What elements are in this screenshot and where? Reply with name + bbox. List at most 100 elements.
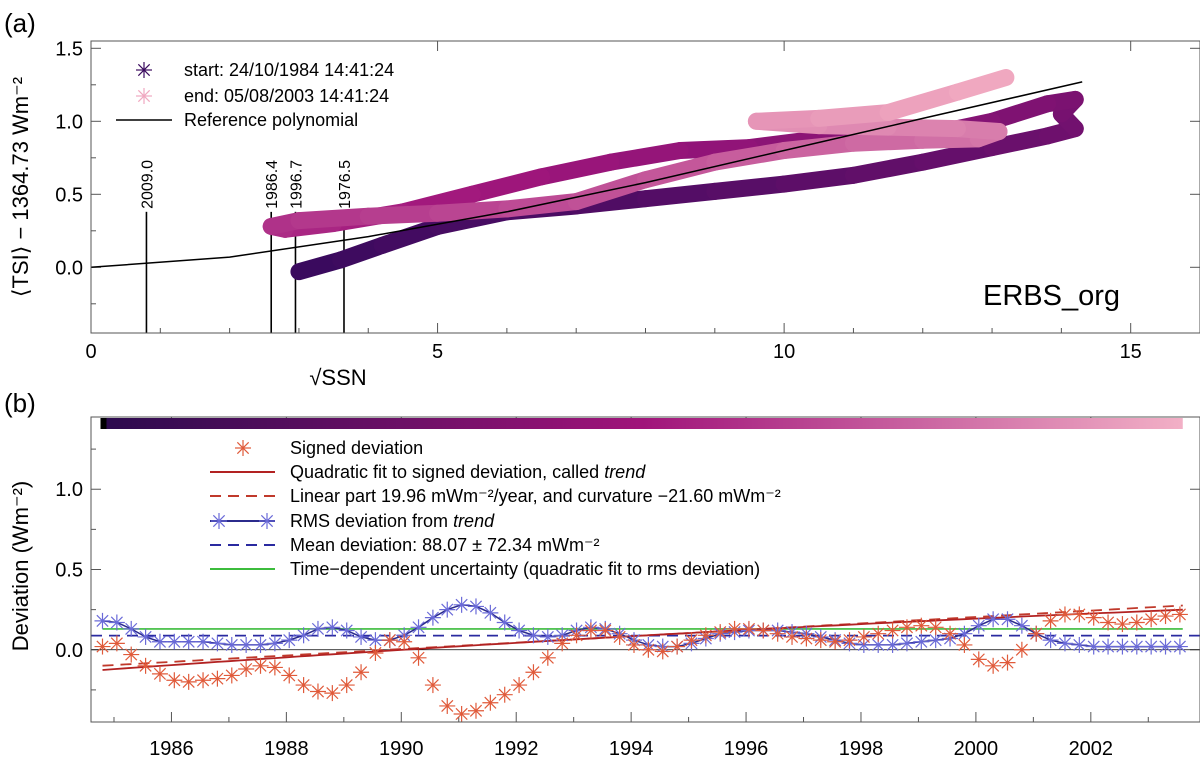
rms-deviation-point-stroke	[972, 619, 985, 632]
panel-b-y-tick-label: 0.5	[55, 560, 83, 582]
legend-trend-italic: trend	[604, 462, 646, 482]
rms-deviation-point	[1157, 638, 1174, 655]
signed-deviation-point	[798, 630, 815, 647]
rms-deviation-point-stroke	[900, 637, 914, 650]
signed-deviation-point	[626, 636, 643, 653]
legend-end-label: end: 05/08/2003 14:41:24	[184, 86, 389, 106]
signed-deviation-point-stroke	[196, 674, 210, 687]
rms-deviation-point-stroke	[1145, 640, 1158, 653]
signed-deviation-point-stroke	[900, 621, 914, 634]
trajectory-segment	[706, 175, 793, 200]
panel-b-x-tick-label: 1994	[609, 738, 654, 760]
panel-a-x-tick-label: 0	[85, 341, 96, 363]
signed-deviation-point-stroke	[469, 704, 483, 717]
signed-deviation-point	[726, 620, 743, 637]
signed-deviation-point	[985, 657, 1002, 674]
signed-deviation-point	[582, 622, 599, 639]
legend-trend-label: Quadratic fit to signed deviation, calle…	[290, 462, 646, 482]
signed-deviation-point-stroke	[987, 659, 1000, 672]
signed-deviation-point-stroke	[627, 638, 641, 652]
rms-deviation-point-stroke	[254, 638, 267, 652]
rms-deviation-point-stroke	[153, 635, 167, 648]
panel-b-x-tick-label: 1988	[264, 738, 309, 760]
signed-deviation-point	[554, 635, 571, 652]
panel-b-x-tick-label: 2002	[1069, 738, 1114, 760]
rms-deviation-point	[1114, 638, 1131, 655]
panel-b-x-tick-label: 1992	[494, 738, 539, 760]
legend-start-star	[136, 62, 152, 78]
signed-deviation-point	[712, 624, 729, 641]
panel-a-frame	[90, 40, 1200, 334]
rms-deviation-point-stroke	[455, 598, 468, 611]
signed-deviation-point	[252, 657, 269, 674]
rms-deviation-point-stroke	[297, 629, 310, 642]
trajectory-segment	[879, 83, 966, 122]
signed-deviation-point	[913, 617, 930, 634]
time-colorbar-start-marker	[100, 418, 107, 429]
signed-deviation-point	[338, 677, 355, 694]
reference-polynomial-line	[91, 81, 1083, 269]
rms-deviation-point-stroke	[311, 622, 325, 635]
trajectory-segment	[844, 153, 932, 184]
signed-deviation-point	[784, 628, 801, 645]
signed-deviation-point-stroke	[915, 619, 928, 632]
panel-b-x-tick-label: 1986	[149, 738, 194, 760]
rms-deviation-point-stroke	[125, 622, 138, 635]
rms-deviation-point	[309, 620, 326, 637]
trajectory-segment	[290, 207, 377, 230]
signed-deviation-point	[1171, 606, 1188, 623]
rms-deviation-point	[338, 622, 355, 639]
rms-deviation-point	[1100, 638, 1117, 655]
rms-deviation-point	[195, 633, 212, 650]
legend-signed-star	[235, 440, 251, 456]
signed-deviation-point	[812, 632, 829, 649]
cycle-minimum-label: 1976.5	[337, 160, 354, 209]
rms-deviation-point-stroke	[441, 603, 454, 616]
signed-deviation-point	[467, 702, 484, 719]
signed-deviation-point	[453, 705, 470, 722]
cycle-minimum-label: 1996.7	[288, 160, 305, 209]
signed-deviation-point-stroke	[110, 637, 123, 650]
rms-deviation-point	[252, 636, 269, 653]
rms-deviation-point-stroke	[1116, 640, 1129, 653]
signed-deviation-point-stroke	[354, 666, 368, 679]
panel-b-y-tick-label: 1.0	[55, 479, 83, 501]
signed-deviation-point	[525, 664, 542, 681]
rms-deviation-point-stroke	[484, 606, 497, 619]
signed-deviation-point-stroke	[369, 646, 382, 660]
trajectory-segment	[602, 142, 689, 171]
panel-b-frame	[90, 416, 1200, 723]
rms-deviation-point	[439, 601, 456, 618]
signed-deviation-point-stroke	[814, 634, 827, 647]
rms-deviation-point	[956, 625, 973, 642]
signed-deviation-point-stroke	[714, 626, 727, 639]
panel-a-y-tick-label: 1.0	[55, 111, 83, 133]
rms-deviation-point	[223, 636, 240, 653]
panel-b-plot-area	[91, 596, 1200, 722]
rms-deviation-point	[108, 614, 125, 631]
signed-deviation-point	[94, 638, 111, 655]
rms-deviation-point-stroke	[1015, 619, 1028, 632]
signed-deviation-point	[539, 649, 556, 666]
rms-deviation-point-stroke	[527, 629, 540, 642]
panel-a-plot-area: 2009.0 1986.4 1996.7 1976.5	[91, 69, 1084, 333]
signed-deviation-point-stroke	[757, 624, 770, 637]
signed-deviation-point-stroke	[225, 669, 238, 682]
signed-deviation-point	[1157, 608, 1174, 625]
signed-deviation-point-stroke	[742, 622, 756, 635]
rms-deviation-point	[884, 636, 901, 653]
panel-b-y-tick-label: 0.0	[55, 640, 83, 662]
legend-start-marker	[136, 62, 152, 78]
rms-deviation-point	[511, 622, 528, 639]
signed-deviation-point-stroke	[872, 627, 885, 640]
signed-deviation-point-stroke	[484, 696, 497, 709]
signed-deviation-point-stroke	[958, 638, 971, 652]
signed-deviation-point-stroke	[570, 629, 583, 642]
signed-deviation-point-stroke	[527, 666, 540, 679]
signed-deviation-point-stroke	[311, 685, 325, 698]
panel-b-y-axis-label: Deviation (Wm⁻²)	[8, 481, 33, 652]
signed-deviation-point	[137, 657, 154, 674]
trajectory-segment	[775, 166, 862, 193]
signed-deviation-point	[1128, 614, 1145, 631]
signed-deviation-point	[108, 635, 125, 652]
